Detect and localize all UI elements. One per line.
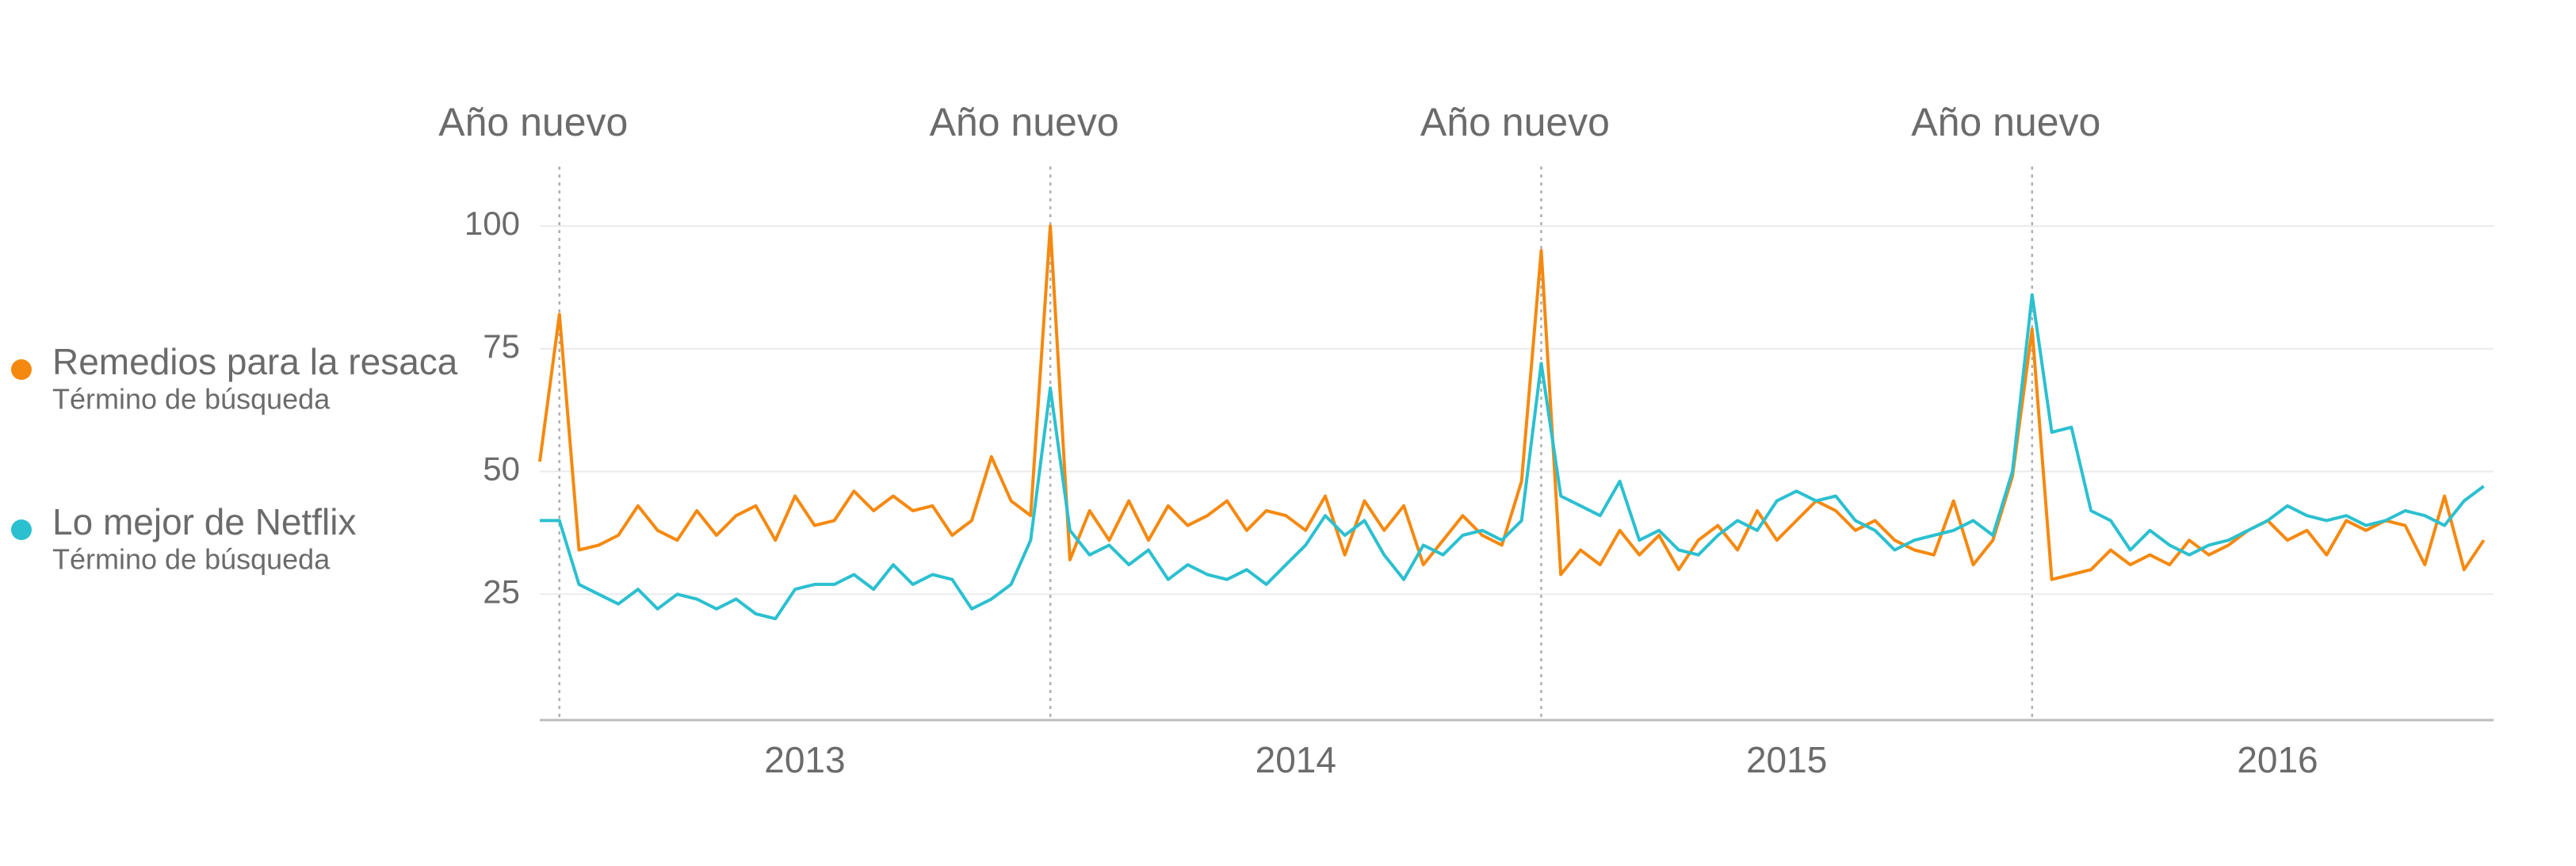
- annotation-label: Año nuevo: [1420, 100, 1610, 144]
- legend-marker: [11, 359, 32, 380]
- annotation-label: Año nuevo: [1911, 100, 2100, 144]
- legend-label: Lo mejor de Netflix: [52, 501, 357, 542]
- x-tick-label: 2015: [1746, 739, 1827, 780]
- legend-subtitle: Término de búsqueda: [52, 543, 331, 576]
- annotation-label: Año nuevo: [930, 100, 1119, 144]
- y-tick-label: 75: [483, 328, 520, 365]
- annotation-label: Año nuevo: [438, 100, 628, 144]
- legend-label: Remedios para la resaca: [52, 341, 458, 382]
- legend-marker: [11, 519, 32, 540]
- legend-subtitle: Término de búsqueda: [52, 383, 331, 416]
- series-line: [540, 293, 2485, 621]
- series-line: [538, 224, 2486, 581]
- y-tick-label: 100: [464, 205, 520, 242]
- x-tick-label: 2014: [1256, 739, 1336, 780]
- y-tick-label: 50: [483, 450, 520, 488]
- y-tick-label: 25: [483, 573, 520, 610]
- x-tick-label: 2016: [2237, 739, 2318, 780]
- x-tick-label: 2013: [764, 739, 845, 780]
